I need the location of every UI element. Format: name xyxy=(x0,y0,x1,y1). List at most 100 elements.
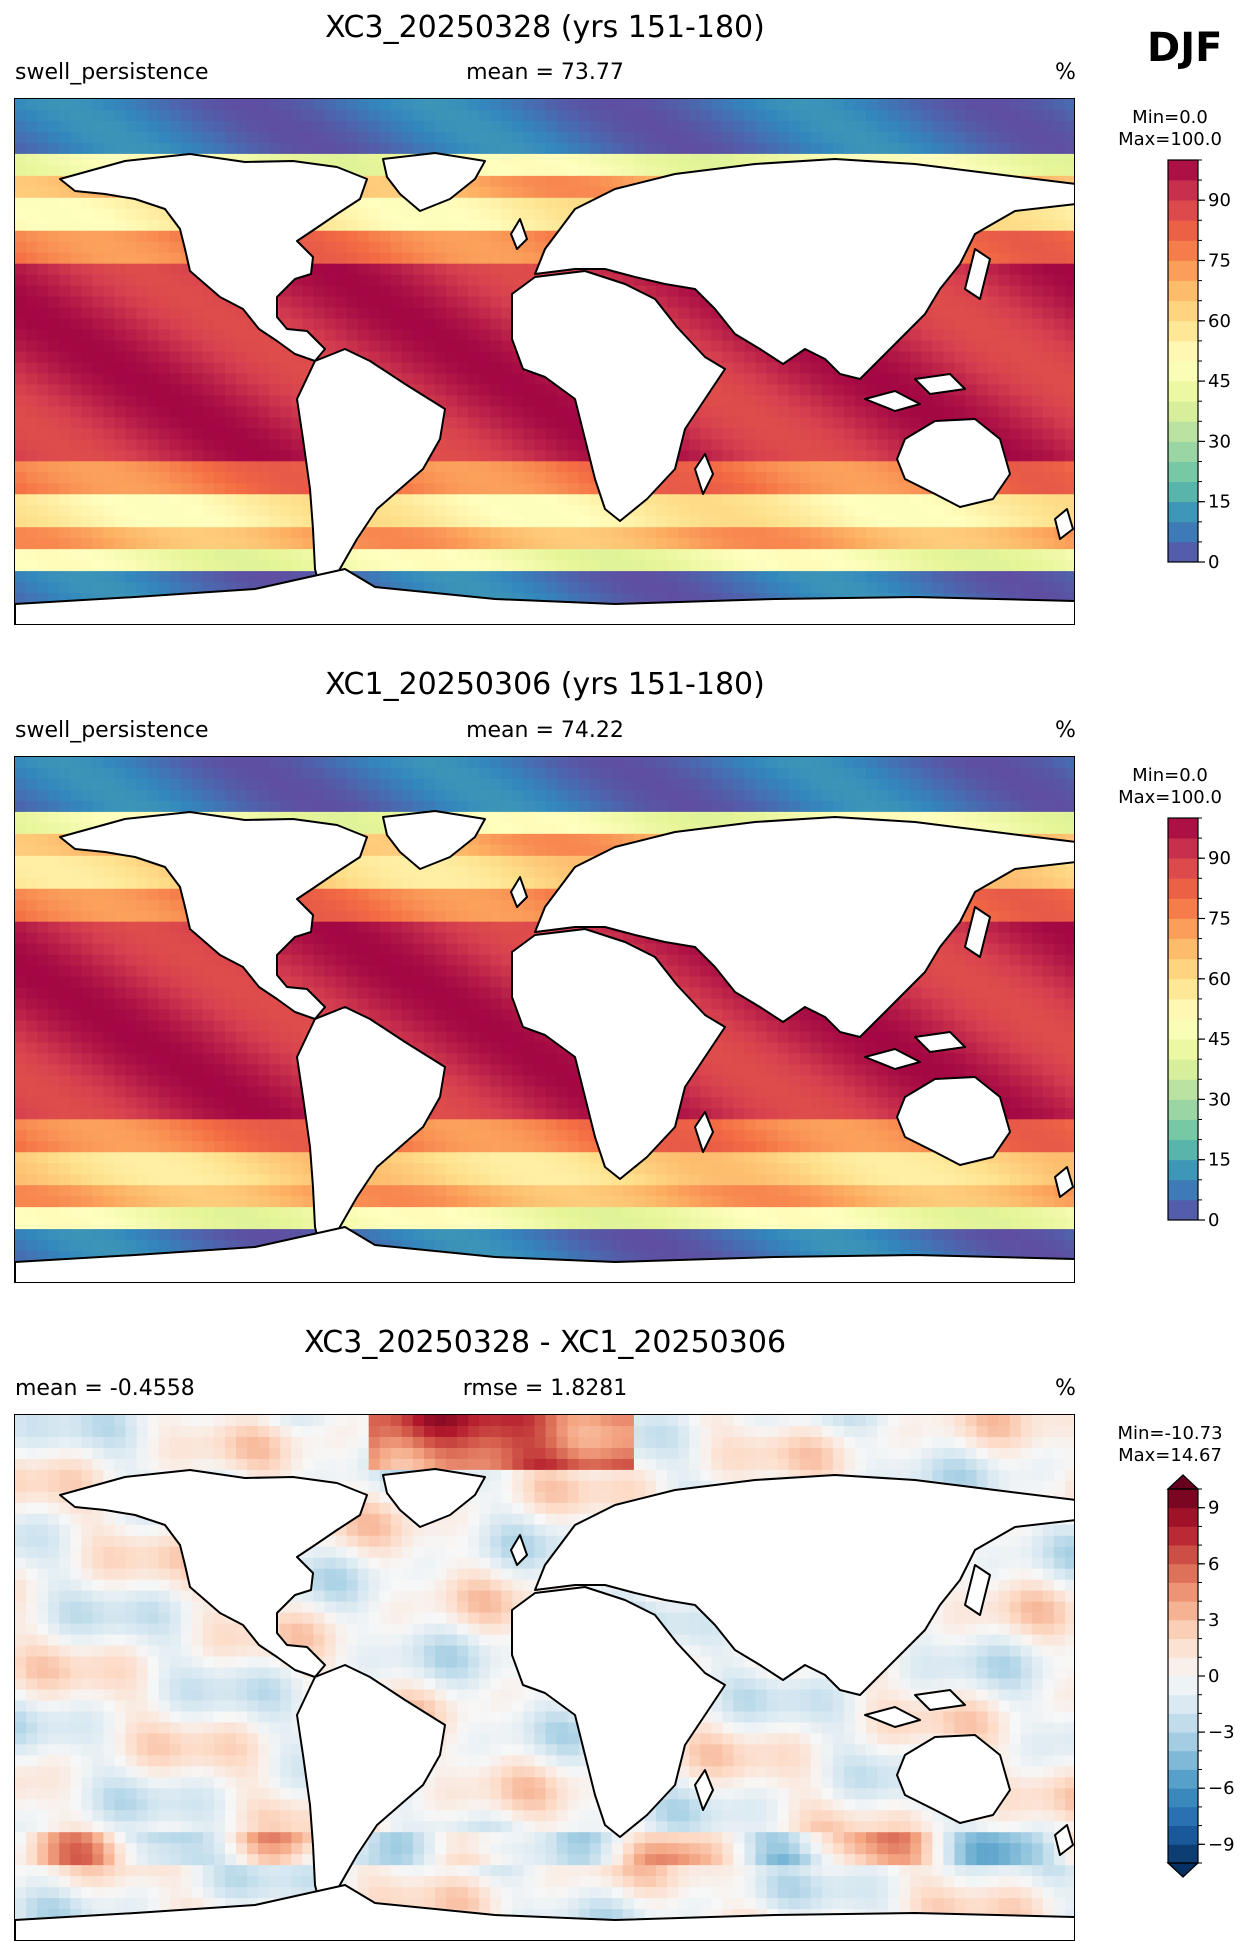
colorbar-tick-label: −3 xyxy=(1208,1722,1235,1743)
colorbar-segment xyxy=(1168,1545,1198,1564)
units-label: % xyxy=(1055,60,1076,85)
colorbar-tick-label: 30 xyxy=(1208,431,1231,452)
colorbar-tick-label: 45 xyxy=(1208,371,1231,392)
panel-title: XC3_20250328 (yrs 151-180) xyxy=(0,10,1090,45)
colorbar-tick-label: 75 xyxy=(1208,909,1231,930)
colorbar-segment xyxy=(1168,301,1198,322)
colorbar-segment xyxy=(1168,542,1198,563)
colorbar-segment xyxy=(1168,1489,1198,1508)
colorbar-segment xyxy=(1168,462,1198,483)
colorbar-segment xyxy=(1168,281,1198,302)
colorbar-segment xyxy=(1168,1657,1198,1676)
colorbar-segment xyxy=(1168,1807,1198,1826)
colorbar-tick-label: 15 xyxy=(1208,1150,1231,1171)
colorbar-diff: −9 −6 −3 0 3 6 9 xyxy=(1168,1475,1245,1877)
colorbar-segment xyxy=(1168,381,1198,402)
colorbar-segment xyxy=(1168,1120,1198,1141)
colorbar-segment xyxy=(1168,1844,1198,1863)
season-label: DJF xyxy=(1147,25,1222,71)
units-label: % xyxy=(1055,1376,1076,1401)
mean-label: mean = 73.77 xyxy=(0,60,1090,85)
colorbar-tick-label: 3 xyxy=(1208,1610,1219,1631)
colorbar-segment xyxy=(1168,1601,1198,1620)
map-diff xyxy=(15,1415,1075,1941)
colorbar-tick-label: 15 xyxy=(1208,492,1231,513)
colorbar-segment xyxy=(1168,1676,1198,1695)
colorbar-segment xyxy=(1168,341,1198,362)
colorbar-segment xyxy=(1168,421,1198,442)
colorbar-segment xyxy=(1168,1695,1198,1714)
colorbar-segment xyxy=(1168,1564,1198,1583)
colorbar-segment xyxy=(1168,1770,1198,1789)
colorbar-segment xyxy=(1168,180,1198,201)
colorbar-segment xyxy=(1168,1059,1198,1080)
colorbar-segment xyxy=(1168,240,1198,261)
cbar-max-label: Max=100.0 xyxy=(1110,129,1230,150)
panel-title: XC1_20250306 (yrs 151-180) xyxy=(0,667,1090,702)
colorbar-tick-label: −6 xyxy=(1208,1778,1235,1799)
colorbar-segment xyxy=(1168,522,1198,543)
colorbar-segment xyxy=(1168,1583,1198,1602)
colorbar-segment xyxy=(1168,1620,1198,1639)
colorbar-segment xyxy=(1168,482,1198,503)
colorbar-segment xyxy=(1168,1180,1198,1201)
colorbar-segment xyxy=(1168,1039,1198,1060)
map-frame xyxy=(14,756,1075,1283)
cbar-min-label: Min=-10.73 xyxy=(1110,1423,1230,1444)
colorbar-segment xyxy=(1168,1826,1198,1845)
colorbar-segment xyxy=(1168,261,1198,282)
colorbar-tick-label: 0 xyxy=(1208,1666,1219,1687)
map-frame xyxy=(14,1414,1075,1941)
colorbar-tick-label: 90 xyxy=(1208,190,1231,211)
cbar-min-label: Min=0.0 xyxy=(1110,765,1230,786)
colorbar-extend-max xyxy=(1168,1475,1198,1489)
colorbar-tick-label: 60 xyxy=(1208,969,1231,990)
colorbar-segment xyxy=(1168,160,1198,181)
units-label: % xyxy=(1055,718,1076,743)
colorbar-segment xyxy=(1168,401,1198,422)
colorbar-segment xyxy=(1168,1508,1198,1527)
colorbar-segment xyxy=(1168,898,1198,919)
colorbar-segment xyxy=(1168,200,1198,221)
colorbar-segment xyxy=(1168,361,1198,382)
colorbar-segment xyxy=(1168,979,1198,1000)
colorbar-tick-label: 30 xyxy=(1208,1089,1231,1110)
colorbar-segment xyxy=(1168,1732,1198,1751)
colorbar-segment xyxy=(1168,1788,1198,1807)
cbar-min-label: Min=0.0 xyxy=(1110,107,1230,128)
colorbar-tick-label: 9 xyxy=(1208,1498,1219,1519)
colorbar-tick-label: 60 xyxy=(1208,311,1231,332)
map-test xyxy=(15,99,1075,625)
mean-label: mean = 74.22 xyxy=(0,718,1090,743)
colorbar-tick-label: 45 xyxy=(1208,1029,1231,1050)
colorbar-segment xyxy=(1168,838,1198,859)
colorbar-tick-label: 0 xyxy=(1208,1210,1219,1231)
colorbar-tick-label: 0 xyxy=(1208,552,1219,573)
colorbar-tick-label: 6 xyxy=(1208,1554,1219,1575)
colorbar-segment xyxy=(1168,1751,1198,1770)
colorbar-segment xyxy=(1168,441,1198,462)
colorbar-segment xyxy=(1168,818,1198,839)
colorbar-tick-label: 75 xyxy=(1208,251,1231,272)
colorbar-segment xyxy=(1168,939,1198,960)
colorbar-tick-label: 90 xyxy=(1208,848,1231,869)
colorbar-segment xyxy=(1168,878,1198,899)
colorbar-segment xyxy=(1168,1200,1198,1221)
panel-title: XC3_20250328 - XC1_20250306 xyxy=(0,1325,1090,1360)
colorbar-segment xyxy=(1168,1160,1198,1181)
colorbar-tick-label: −9 xyxy=(1208,1834,1235,1855)
colorbar-segment xyxy=(1168,1079,1198,1100)
map-frame xyxy=(14,98,1075,625)
colorbar-segment xyxy=(1168,502,1198,523)
colorbar-segment xyxy=(1168,1526,1198,1545)
colorbar-segment xyxy=(1168,858,1198,879)
colorbar-segment xyxy=(1168,959,1198,980)
colorbar-segment xyxy=(1168,999,1198,1020)
colorbar-segment xyxy=(1168,1019,1198,1040)
colorbar-extend-min xyxy=(1168,1863,1198,1877)
rmse-label: rmse = 1.8281 xyxy=(0,1376,1090,1401)
cbar-max-label: Max=14.67 xyxy=(1110,1445,1230,1466)
colorbar-segment xyxy=(1168,1140,1198,1161)
